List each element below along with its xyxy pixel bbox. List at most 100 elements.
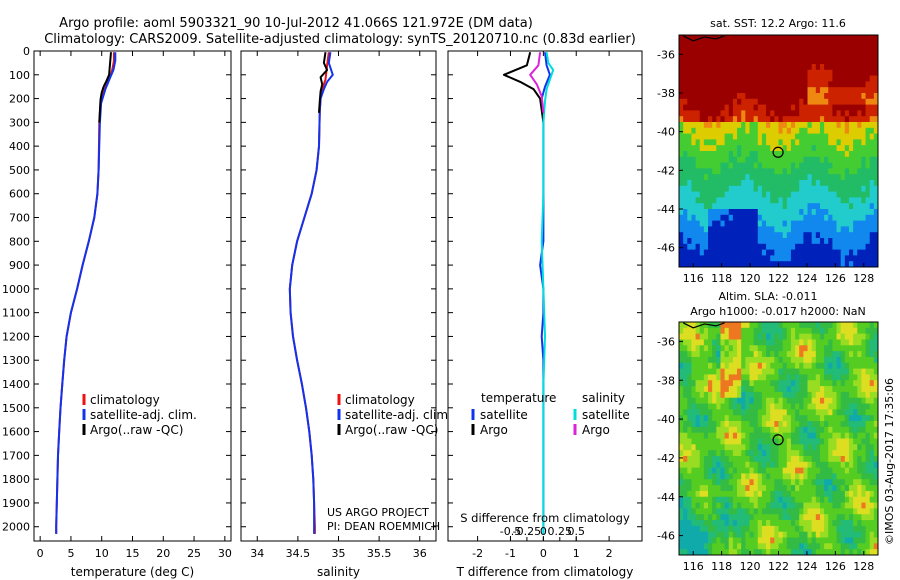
sla_map-cell	[757, 549, 763, 556]
sla_map-cell	[795, 432, 800, 439]
sst_map-cell	[766, 174, 771, 181]
sst_map-cell	[741, 58, 746, 65]
sst_map-cell	[795, 69, 800, 76]
sst_map-cell	[774, 151, 779, 158]
sla_map-cell	[844, 386, 850, 393]
sst_map-cell	[799, 127, 804, 134]
sst_map-cell	[761, 197, 767, 204]
sst_map-cell	[766, 145, 771, 152]
sla_map-cell	[683, 351, 688, 358]
sst_map-cell	[679, 110, 684, 117]
sst_map-cell	[799, 93, 804, 100]
sla_map-cell	[865, 473, 871, 480]
sst_map-cell	[737, 162, 742, 169]
sst_map-cell	[728, 156, 734, 163]
sla_map-cell	[774, 345, 779, 352]
sla_map-cell	[853, 322, 858, 329]
sla_map-cell	[728, 368, 734, 375]
sla_map-cell	[811, 450, 817, 457]
sla_map-cell	[703, 467, 709, 474]
sst_map-cell	[811, 238, 817, 245]
sst_map-cell	[844, 238, 850, 245]
sla_map-cell	[761, 438, 767, 445]
sst_map-cell	[753, 139, 759, 146]
sst_map-cell	[869, 151, 875, 158]
sst_map-cell	[708, 209, 713, 216]
sla_map-cell	[695, 438, 701, 445]
sla_map-cell	[828, 351, 833, 358]
sla_map-cell	[703, 438, 709, 445]
sst_map-cell	[699, 185, 705, 192]
sst_map-cell	[766, 249, 771, 256]
sla_map-cell	[857, 479, 862, 486]
sst_map-cell	[807, 243, 813, 250]
sst_map-cell	[732, 81, 738, 88]
sla_map-cell	[695, 327, 701, 335]
sst_map-cell	[749, 180, 755, 187]
sst_map-cell	[703, 214, 709, 221]
sst_map-cell	[795, 255, 800, 262]
sst_map-cell	[720, 98, 726, 105]
sla_map-cell	[790, 362, 796, 369]
sst_map-cell	[761, 238, 767, 245]
sst_map-cell	[848, 203, 854, 210]
sla_map-cell	[861, 339, 866, 346]
sla_map-ytick-label: -36	[657, 335, 675, 348]
sst_map-cell	[865, 75, 871, 82]
sla_map-cell	[782, 362, 788, 369]
sla_map-cell	[687, 549, 692, 556]
sla_map-cell	[790, 485, 796, 492]
sst_map-cell	[819, 122, 825, 129]
sst_map-cell	[745, 75, 750, 82]
sst_map-cell	[807, 197, 813, 204]
sst_map-cell	[683, 75, 688, 82]
sst_map-cell	[728, 81, 734, 88]
sla_map-cell	[679, 386, 684, 393]
sst_map-cell	[832, 122, 837, 129]
sla_map-cell	[770, 514, 775, 521]
sla_map-cell	[757, 421, 763, 428]
sla_map-cell	[811, 455, 817, 463]
sla_map-cell	[708, 403, 713, 410]
sla_map-cell	[720, 514, 726, 521]
sst_map-xtick-label: 116	[683, 272, 704, 285]
sla_map-cell	[761, 409, 767, 416]
sst_map-cell	[695, 151, 701, 158]
sst_map-cell	[716, 255, 721, 262]
sla_map-cell	[778, 397, 784, 404]
sla_map-cell	[799, 490, 804, 498]
sla_map-cell	[741, 426, 746, 434]
sla_map-cell	[712, 525, 717, 533]
sla_map-cell	[819, 380, 825, 387]
sst_map-cell	[720, 180, 726, 187]
sla_map-cell	[811, 386, 817, 393]
sst_map-cell	[770, 145, 775, 152]
sla_map-cell	[803, 537, 808, 544]
sla_map-cell	[695, 490, 701, 498]
sst_map-cell	[695, 40, 701, 47]
sla_map-cell	[807, 461, 813, 469]
sst_map-cell	[861, 238, 866, 245]
sla_map-cell	[683, 403, 688, 410]
sst_map-cell	[712, 122, 717, 129]
sla_map-cell	[695, 415, 701, 422]
sst_map-cell	[778, 69, 784, 76]
sst_map-cell	[683, 180, 688, 187]
sst_map-cell	[724, 139, 730, 146]
sla_map-cell	[790, 432, 796, 439]
sla_map-cell	[828, 345, 833, 352]
sla_map-cell	[803, 520, 808, 527]
temperature-legend-label: climatology	[90, 393, 160, 407]
sst_map-cell	[770, 133, 775, 140]
sla_map-cell	[811, 415, 817, 422]
sst_map-cell	[761, 255, 767, 262]
sla_map-cell	[799, 403, 804, 410]
sst_map-cell	[828, 116, 833, 123]
sst_map-cell	[724, 75, 730, 82]
sla_map-cell	[770, 368, 775, 375]
sla_map-cell	[745, 490, 750, 498]
sla_map-cell	[757, 368, 763, 375]
sla_map-cell	[853, 461, 858, 469]
sst_map-cell	[815, 93, 821, 100]
sst_map-cell	[691, 87, 696, 94]
